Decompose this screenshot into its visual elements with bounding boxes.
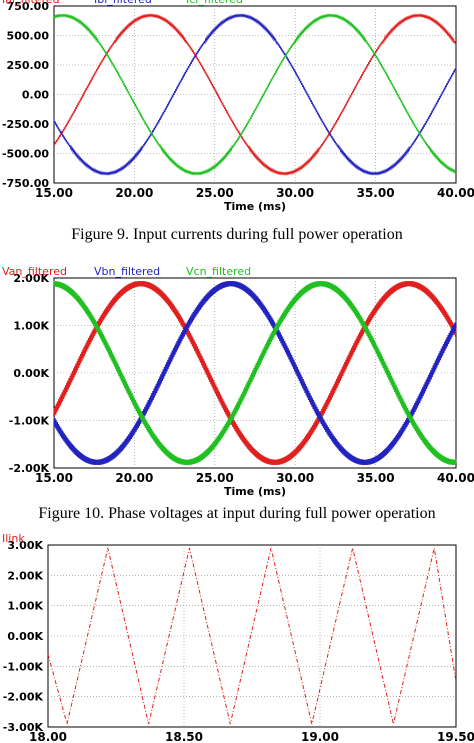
series-line (53, 280, 457, 466)
input-currents-chart: 750.00 500.00 250.00 0.00 -250.00 -500.00 -750… (2, 0, 474, 213)
y-tick-label: 1.00K (7, 600, 43, 613)
x-tick-label: 35.00 (357, 186, 395, 200)
legend-entry: Ial_filtered (2, 0, 60, 6)
y-tick-label: -2.00K (9, 462, 50, 475)
x-tick-label: 15.00 (35, 186, 73, 200)
y-tick-label: 3.00K (7, 539, 43, 552)
y-tick-label: 0.00K (7, 630, 43, 643)
legend-entry: Ibl_filtered (94, 0, 152, 6)
x-tick-label: 40.00 (437, 471, 474, 485)
x-tick-label: 25.00 (196, 471, 234, 485)
y-tick-label: 0.00K (13, 367, 49, 380)
x-tick-label: 20.00 (115, 186, 153, 200)
y-tick-label: 250.00 (7, 59, 50, 72)
x-tick-label: 19.00 (301, 730, 339, 743)
series-line (47, 547, 457, 725)
legend-entry: Van_filtered (2, 265, 67, 278)
x-tick-label: 35.00 (357, 471, 395, 485)
x-tick-label: 25.00 (196, 186, 234, 200)
figure-10-caption: Figure 10. Phase voltages at input durin… (38, 505, 436, 522)
series-line (53, 13, 457, 176)
y-tick-label: -1.00K (9, 415, 50, 428)
series-line (53, 13, 457, 176)
x-axis-label: Time (ms) (224, 485, 286, 498)
x-tick-label: 40.00 (437, 186, 474, 200)
legend-entry: Vcn_filtered (186, 265, 251, 278)
y-tick-label: 2.00K (7, 569, 43, 582)
y-tick-label: 1.00K (13, 320, 49, 333)
x-tick-label: 15.00 (35, 471, 73, 485)
series-line (53, 13, 457, 176)
y-tick-label: 750.00 (7, 0, 50, 13)
x-tick-label: 18.00 (29, 730, 67, 743)
y-tick-label: -3.00K (3, 721, 44, 734)
y-tick-label: -750.00 (2, 177, 49, 190)
y-tick-label: 0.00 (22, 89, 49, 102)
series-line (53, 280, 457, 466)
figure-9-caption: Figure 9. Input currents during full pow… (71, 226, 403, 243)
y-tick-label: -2.00K (3, 691, 44, 704)
x-tick-label: 19.50 (437, 730, 474, 743)
legend-entry: Ilink (2, 533, 25, 545)
x-tick-label: 20.00 (115, 471, 153, 485)
legend-entry: Icl_filtered (186, 0, 243, 6)
y-tick-label: -1.00K (3, 660, 44, 673)
legend-entry: Vbn_filtered (94, 265, 160, 278)
x-tick-label: 30.00 (276, 186, 314, 200)
x-tick-label: 30.00 (276, 471, 314, 485)
x-axis-label: Time (ms) (224, 200, 286, 213)
y-tick-label: -250.00 (2, 118, 49, 131)
series-line (53, 280, 457, 466)
y-tick-label: 2.00K (13, 272, 49, 285)
y-tick-label: 500.00 (7, 30, 50, 43)
y-tick-label: -500.00 (2, 148, 49, 161)
x-tick-label: 18.50 (165, 730, 203, 743)
link-current-chart: 3.00K2.00K1.00K0.00K-1.00K-2.00K-3.00K18… (2, 533, 474, 743)
